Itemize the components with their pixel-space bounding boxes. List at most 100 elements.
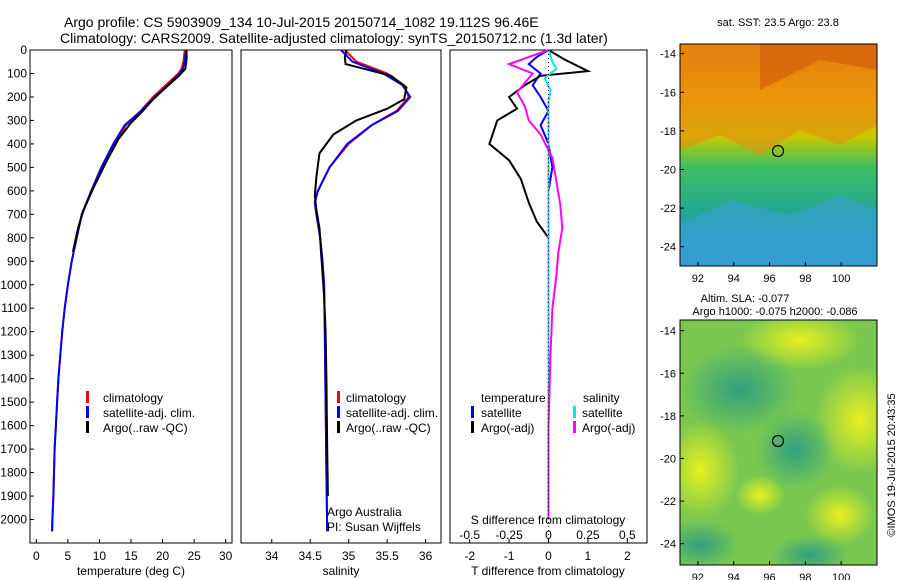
x-tick-label: 10 <box>93 549 107 563</box>
series-line-argorawqc <box>71 50 188 253</box>
diff-bottom-x-label: T difference from climatology <box>471 564 625 578</box>
map-x-tick-label: 94 <box>728 572 740 580</box>
top-x-tick-label: 0.25 <box>576 528 600 542</box>
salinity-legend: climatology satellite-adj. clim. Argo(..… <box>327 391 438 534</box>
imos-side-label: ©IMOS 19-Jul-2015 20:43:35 <box>886 393 898 536</box>
x-tick-label: 36 <box>419 549 433 563</box>
map-y-tick-label: -24 <box>660 539 676 551</box>
legend-label-argo: Argo(..raw -QC) <box>103 421 188 435</box>
y-tick-label: 1800 <box>0 466 27 480</box>
y-tick-label: 700 <box>7 207 27 221</box>
map-x-tick-label: 98 <box>799 273 811 285</box>
map-x-tick-label: 96 <box>763 273 775 285</box>
sla-map: Altim. SLA: -0.077 Argo h1000: -0.075 h2… <box>679 293 898 566</box>
x-tick-label: 1 <box>585 549 592 563</box>
series-line-climatology <box>313 49 410 532</box>
legend-label-t-argo: Argo(-adj) <box>481 421 534 435</box>
x-tick-label: 20 <box>156 549 170 563</box>
legend-swatch-climatology <box>337 391 340 403</box>
legend-label-climatology: climatology <box>103 391 163 405</box>
y-tick-label: 100 <box>7 66 27 80</box>
legend-label-satellite: satellite-adj. clim. <box>346 406 438 420</box>
y-tick-label: 1000 <box>0 278 27 292</box>
map-y-tick-label: -14 <box>660 326 676 338</box>
x-tick-label: 34 <box>265 549 279 563</box>
series-line-argorawqc <box>313 49 408 497</box>
legend-title-salinity: salinity <box>583 391 620 405</box>
y-tick-label: 800 <box>7 231 27 245</box>
y-tick-label: 300 <box>7 113 27 127</box>
map-x-tick-label: 98 <box>799 572 811 580</box>
map-x-tick-label: 92 <box>692 273 704 285</box>
y-tick-label: 1900 <box>0 489 27 503</box>
y-tick-label: 1200 <box>0 325 27 339</box>
diff-top-x-label: S difference from climatology <box>471 513 626 527</box>
annotation-pi: PI: Susan Wijffels <box>327 520 421 534</box>
y-tick-label: 1600 <box>0 419 27 433</box>
series-line-argoadj-salinity <box>506 49 564 520</box>
y-tick-label: 1400 <box>0 372 27 386</box>
difference-legend: temperature satellite Argo(-adj) salinit… <box>471 391 635 435</box>
series-line-climatology <box>51 49 186 532</box>
map-y-tick-label: -22 <box>660 203 676 215</box>
legend-label-s-argo: Argo(-adj) <box>582 421 635 435</box>
map-y-tick-label: -22 <box>660 496 676 508</box>
map-y-tick-label: -18 <box>660 411 676 423</box>
temperature-legend: climatology satellite-adj. clim. Argo(..… <box>86 391 195 435</box>
top-x-tick-label: 0 <box>545 528 552 542</box>
y-tick-label: 500 <box>7 160 27 174</box>
temperature-x-label: temperature (deg C) <box>77 564 185 578</box>
salinity-plot-frame <box>240 49 442 544</box>
legend-swatch-climatology <box>86 391 89 403</box>
map-x-tick-label: 100 <box>832 273 850 285</box>
y-tick-label: 1500 <box>0 395 27 409</box>
sst-map: sat. SST: 23.5 Argo: 23.8 <box>679 17 878 267</box>
x-tick-label: 30 <box>219 549 233 563</box>
map-y-tick-label: -20 <box>660 453 676 465</box>
map-x-tick-label: 92 <box>692 572 704 580</box>
legend-swatch-t-satellite <box>471 406 474 418</box>
legend-swatch-s-argo <box>573 421 576 433</box>
y-tick-label: 200 <box>7 90 27 104</box>
legend-label-s-satellite: satellite <box>582 406 623 420</box>
map-y-tick-label: -18 <box>660 126 676 138</box>
x-tick-label: 35.5 <box>375 549 399 563</box>
legend-swatch-satellite <box>337 406 340 418</box>
title-line-1: Argo profile: CS 5903909_134 10-Jul-2015… <box>64 14 539 30</box>
series-line-satelliteadjclim <box>313 49 412 532</box>
title-line-2: Climatology: CARS2009. Satellite-adjuste… <box>60 30 608 46</box>
legend-label-t-satellite: satellite <box>481 406 522 420</box>
x-tick-label: 15 <box>124 549 138 563</box>
top-x-tick-label: 0.5 <box>619 528 636 542</box>
y-tick-label: 1700 <box>0 442 27 456</box>
x-tick-label: 0 <box>545 549 552 563</box>
y-tick-label: 2000 <box>0 513 27 527</box>
x-tick-label: 35 <box>342 549 356 563</box>
y-tick-label: 600 <box>7 184 27 198</box>
legend-swatch-t-argo <box>471 421 474 433</box>
y-tick-label: 0 <box>20 43 27 57</box>
legend-label-argo: Argo(..raw -QC) <box>346 421 431 435</box>
map-x-tick-label: 100 <box>832 572 850 580</box>
y-tick-label: 1100 <box>1 301 27 315</box>
map-x-tick-label: 96 <box>763 572 775 580</box>
map-y-tick-label: -16 <box>660 87 676 99</box>
sst-argo-marker <box>771 144 785 158</box>
legend-label-climatology: climatology <box>346 391 406 405</box>
map-y-tick-label: -20 <box>660 164 676 176</box>
annotation-argo-australia: Argo Australia <box>327 505 402 519</box>
map-y-tick-label: -14 <box>660 49 676 61</box>
x-tick-label: 5 <box>65 549 72 563</box>
y-tick-label: 1300 <box>0 348 27 362</box>
sla-argo-marker <box>771 434 785 448</box>
legend-title-temperature: temperature <box>481 391 546 405</box>
legend-label-satellite: satellite-adj. clim. <box>103 406 195 420</box>
salinity-x-label: salinity <box>323 564 360 578</box>
map-y-tick-label: -16 <box>660 368 676 380</box>
x-tick-label: 2 <box>624 549 631 563</box>
y-tick-label: 900 <box>7 254 27 268</box>
map-y-tick-label: -24 <box>660 242 676 254</box>
sst-map-title: sat. SST: 23.5 Argo: 23.8 <box>717 17 839 29</box>
top-x-tick-label: -0.5 <box>459 528 480 542</box>
